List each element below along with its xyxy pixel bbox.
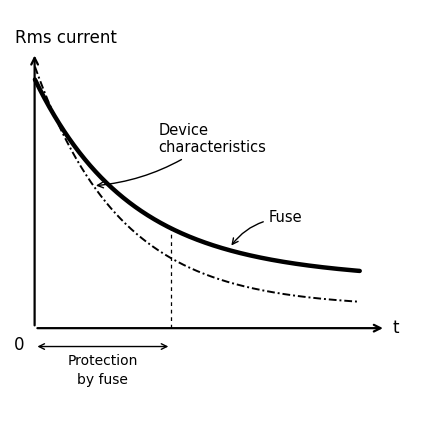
- Text: Fuse: Fuse: [232, 211, 302, 244]
- Text: t: t: [392, 319, 399, 337]
- Text: 0: 0: [14, 336, 25, 354]
- Text: Rms current: Rms current: [15, 30, 117, 48]
- Text: Device
characteristics: Device characteristics: [98, 123, 266, 188]
- Text: by fuse: by fuse: [77, 373, 128, 387]
- Text: Protection: Protection: [68, 354, 138, 369]
